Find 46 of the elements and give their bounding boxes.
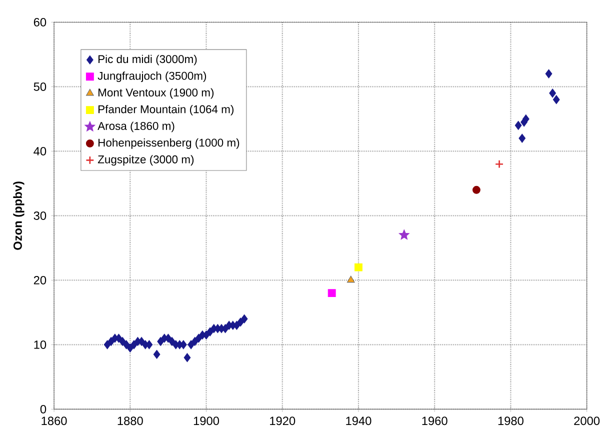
point <box>514 120 522 130</box>
legend-label: Pic du midi (3000m) <box>98 54 197 66</box>
point <box>184 352 191 362</box>
legend-label: Hohenpeissenberg (1000 m) <box>98 138 240 149</box>
x-tick-label: 1960 <box>422 416 448 425</box>
x-tick-label: 1860 <box>42 416 67 425</box>
x-tick-label: 1920 <box>270 416 296 425</box>
point <box>545 69 552 78</box>
point <box>552 94 560 104</box>
point <box>472 186 480 194</box>
point <box>328 288 336 297</box>
x-tick-label: 1900 <box>194 416 220 425</box>
y-tick-label: 10 <box>34 340 46 349</box>
point <box>237 317 244 326</box>
legend-label: Zugspitze (3000 m) <box>98 154 194 166</box>
point <box>354 263 362 272</box>
point <box>191 336 198 346</box>
y-tick-label: 30 <box>34 211 46 220</box>
point <box>494 160 504 168</box>
x-tick-label: 1880 <box>118 416 143 425</box>
x-tick-label: 1940 <box>346 416 372 425</box>
point <box>398 229 410 240</box>
point <box>119 336 126 346</box>
point <box>240 314 248 324</box>
point <box>153 350 160 359</box>
legend-label: Jungfraujoch (3500m) <box>98 71 206 82</box>
legend-label: Pfander Mountain (1064 m) <box>98 104 234 116</box>
point <box>549 88 556 98</box>
point <box>104 340 111 350</box>
y-tick-label: 40 <box>34 146 46 156</box>
y-tick-label: 0 <box>40 404 46 414</box>
x-tick-label: 2000 <box>574 416 600 425</box>
point <box>130 340 138 350</box>
point <box>195 334 202 343</box>
point <box>346 276 355 282</box>
y-tick-label: 60 <box>34 18 46 26</box>
x-tick-label: 1980 <box>498 416 524 425</box>
y-tick-label: 50 <box>34 82 46 91</box>
point <box>168 336 176 346</box>
legend-label: Arosa (1860 m) <box>98 122 174 132</box>
point <box>188 340 194 350</box>
y-tick-label: 20 <box>34 276 46 284</box>
point <box>122 340 130 350</box>
point <box>518 134 526 143</box>
y-axis-title: Ozon (ppbv) <box>13 181 24 250</box>
legend-label: Mont Ventoux (1900 m) <box>98 88 214 99</box>
